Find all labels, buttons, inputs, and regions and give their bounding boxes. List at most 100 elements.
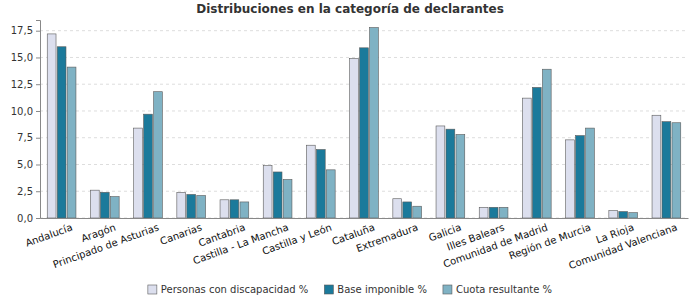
y-tick-label: 10,0: [11, 106, 33, 117]
bar: [619, 212, 628, 218]
legend-label: Cuota resultante %: [456, 284, 552, 295]
bar: [47, 34, 56, 218]
plot: 0,0 2,5 5,0 7,5 10,0 12,5 15,0 17,5 AndalucíaAra…: [11, 21, 689, 272]
y-tick-mark: [36, 31, 40, 32]
bar: [306, 145, 315, 218]
y-tick-mark: [36, 138, 40, 139]
bar: [350, 59, 359, 218]
bar: [316, 150, 325, 218]
y-axis: 0,0 2,5 5,0 7,5 10,0 12,5 15,0 17,5: [11, 21, 41, 224]
bar: [532, 87, 541, 218]
bar: [393, 199, 402, 218]
series: [47, 34, 661, 218]
x-tick: Comunidad Valenciana: [567, 222, 678, 272]
bar: [586, 128, 595, 218]
bar: [566, 140, 575, 218]
y-tick-label: 5,0: [17, 159, 33, 170]
y-tick-label: 7,5: [17, 132, 33, 143]
x-tick: Canarias: [159, 222, 204, 247]
y-tick-mark: [36, 84, 40, 85]
x-tick: Castilla y León: [261, 222, 333, 257]
y-tick-mark: [36, 164, 40, 165]
bar: [662, 122, 671, 218]
bar: [609, 211, 618, 218]
bar: [576, 136, 585, 218]
y-tick-mark: [36, 218, 40, 219]
bar: [489, 207, 498, 218]
bar: [413, 206, 422, 218]
y-tick-label: 0,0: [17, 213, 33, 224]
bar: [370, 27, 379, 218]
y-tick: 5,0: [17, 159, 40, 170]
x-tick-label: Comunidad Valenciana: [567, 222, 678, 272]
bar: [144, 114, 153, 218]
bar: [629, 213, 638, 218]
bar: [403, 202, 412, 218]
y-tick-label: 2,5: [17, 186, 33, 197]
bar: [57, 47, 66, 218]
bar: [436, 126, 445, 218]
y-tick: 17,5: [11, 25, 40, 36]
bar: [67, 67, 76, 218]
y-tick-mark: [36, 111, 40, 112]
legend-item: Personas con discapacidad %: [148, 284, 308, 295]
bar: [273, 172, 282, 218]
bar: [110, 197, 119, 218]
x-axis: AndalucíaAragónPrincipado de AsturiasCan…: [24, 219, 689, 272]
bar: [456, 135, 465, 218]
x-tick-label: Principado de Asturias: [52, 222, 161, 271]
bar: [90, 190, 99, 218]
bars: [47, 27, 681, 218]
bar: [187, 194, 196, 218]
y-tick-label: 12,5: [11, 79, 33, 90]
x-tick-label: Canarias: [159, 222, 204, 247]
bar: [100, 192, 109, 218]
bar: [652, 115, 661, 218]
x-tick: Extremadura: [355, 222, 420, 255]
bar: [263, 166, 272, 218]
bar: [360, 48, 369, 218]
bar: [672, 123, 681, 218]
y-tick: 7,5: [17, 132, 40, 143]
bar: [230, 200, 239, 218]
x-tick: Andalucía: [24, 222, 74, 249]
bar: [499, 207, 508, 218]
legend-item: Base imponible %: [324, 284, 427, 295]
legend: Personas con discapacidad % Base imponibl…: [148, 284, 552, 295]
x-tick-label: Castilla y León: [261, 222, 333, 257]
x-axis-line: [41, 218, 689, 219]
bar: [240, 202, 249, 218]
chart: Distribuciones en la categoría de declar…: [0, 0, 700, 300]
bar: [326, 170, 335, 218]
series: [57, 47, 671, 218]
bar: [197, 196, 206, 218]
grid: [40, 31, 688, 218]
legend-swatch: [443, 285, 452, 294]
bar: [220, 200, 229, 218]
legend-swatch: [148, 285, 157, 294]
y-tick-mark: [36, 57, 40, 58]
bar: [177, 192, 186, 218]
bar: [542, 69, 551, 218]
legend-label: Personas con discapacidad %: [161, 284, 308, 295]
bar: [522, 98, 531, 218]
legend-label: Base imponible %: [337, 284, 427, 295]
y-tick: 2,5: [17, 186, 40, 197]
y-tick-mark: [36, 191, 40, 192]
legend-item: Cuota resultante %: [443, 284, 552, 295]
bar: [479, 207, 488, 218]
bar: [134, 128, 143, 218]
grid-line: [40, 30, 688, 31]
legend-swatch: [324, 285, 333, 294]
y-axis-line: [36, 21, 41, 219]
bar: [446, 129, 455, 218]
y-tick-label: 17,5: [11, 25, 33, 36]
bar: [154, 92, 163, 218]
title: Distribuciones en la categoría de declar…: [196, 2, 504, 16]
y-tick: 15,0: [11, 52, 40, 63]
y-tick: 10,0: [11, 106, 40, 117]
series: [67, 27, 681, 218]
x-tick-label: Andalucía: [24, 222, 74, 249]
bar: [283, 179, 292, 218]
y-tick: 0,0: [17, 213, 40, 224]
